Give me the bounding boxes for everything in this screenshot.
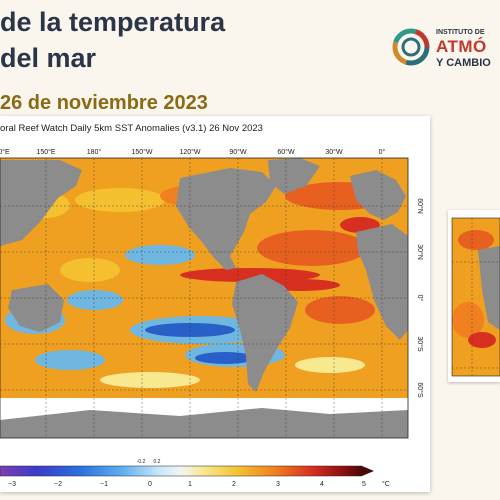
lon-label: 90°W: [229, 148, 247, 156]
colorbar-tick: 2: [232, 481, 236, 488]
lat-label: 60°N: [416, 198, 424, 214]
lon-label: 150°E: [36, 148, 55, 156]
lon-label: 60°W: [277, 148, 295, 156]
colorbar-tick: 5: [362, 481, 366, 488]
colorbar-tick: −1: [100, 481, 108, 488]
colorbar-tick: −3: [8, 481, 16, 488]
lat-label: 0°: [416, 295, 424, 302]
slide-title-line-1: de la temperatura: [0, 7, 226, 37]
colorbar-small-tick: 0.2: [154, 459, 161, 465]
map-graticule: [0, 158, 408, 438]
lat-label: 30°S: [416, 336, 424, 352]
map-title: oral Reef Watch Daily 5km SST Anomalies …: [0, 123, 263, 134]
logo-text-cambio: Y CAMBIO: [436, 57, 491, 69]
institute-logo: INSTITUTO DE ATMÓ Y CAMBIO: [392, 26, 500, 74]
lon-label: 0°: [379, 148, 386, 156]
secondary-map-preview: [451, 217, 500, 377]
logo-text-institute: INSTITUTO DE: [436, 29, 485, 36]
lat-label: 30°N: [416, 244, 424, 260]
colorbar-tick: −2: [54, 481, 62, 488]
colorbar-small-tick: -0.2: [137, 459, 146, 465]
lat-label: 60°S: [416, 382, 424, 398]
logo-text-atmosfera: ATMÓ: [436, 37, 487, 56]
slide-date: 26 de noviembre 2023: [0, 92, 208, 114]
lon-label: 180°: [87, 148, 102, 156]
colorbar: −3 −2 −1 0 1 2 3 4 5 -0.2 0.2 °C: [0, 459, 390, 488]
colorbar-tick: 4: [320, 481, 324, 488]
colorbar-tick: 0: [148, 481, 152, 488]
secondary-map-card: [448, 210, 500, 382]
colorbar-tick: 1: [188, 481, 192, 488]
slide-title-line-2: del mar: [0, 43, 97, 73]
logo-ring-icon: [392, 28, 430, 66]
lon-label: 120°W: [179, 148, 200, 156]
colorbar-unit: °C: [382, 480, 390, 488]
lon-label: 30°W: [325, 148, 343, 156]
colorbar-tick: 3: [276, 481, 280, 488]
lon-label: 150°W: [131, 148, 152, 156]
lon-label: 0°E: [0, 148, 10, 156]
